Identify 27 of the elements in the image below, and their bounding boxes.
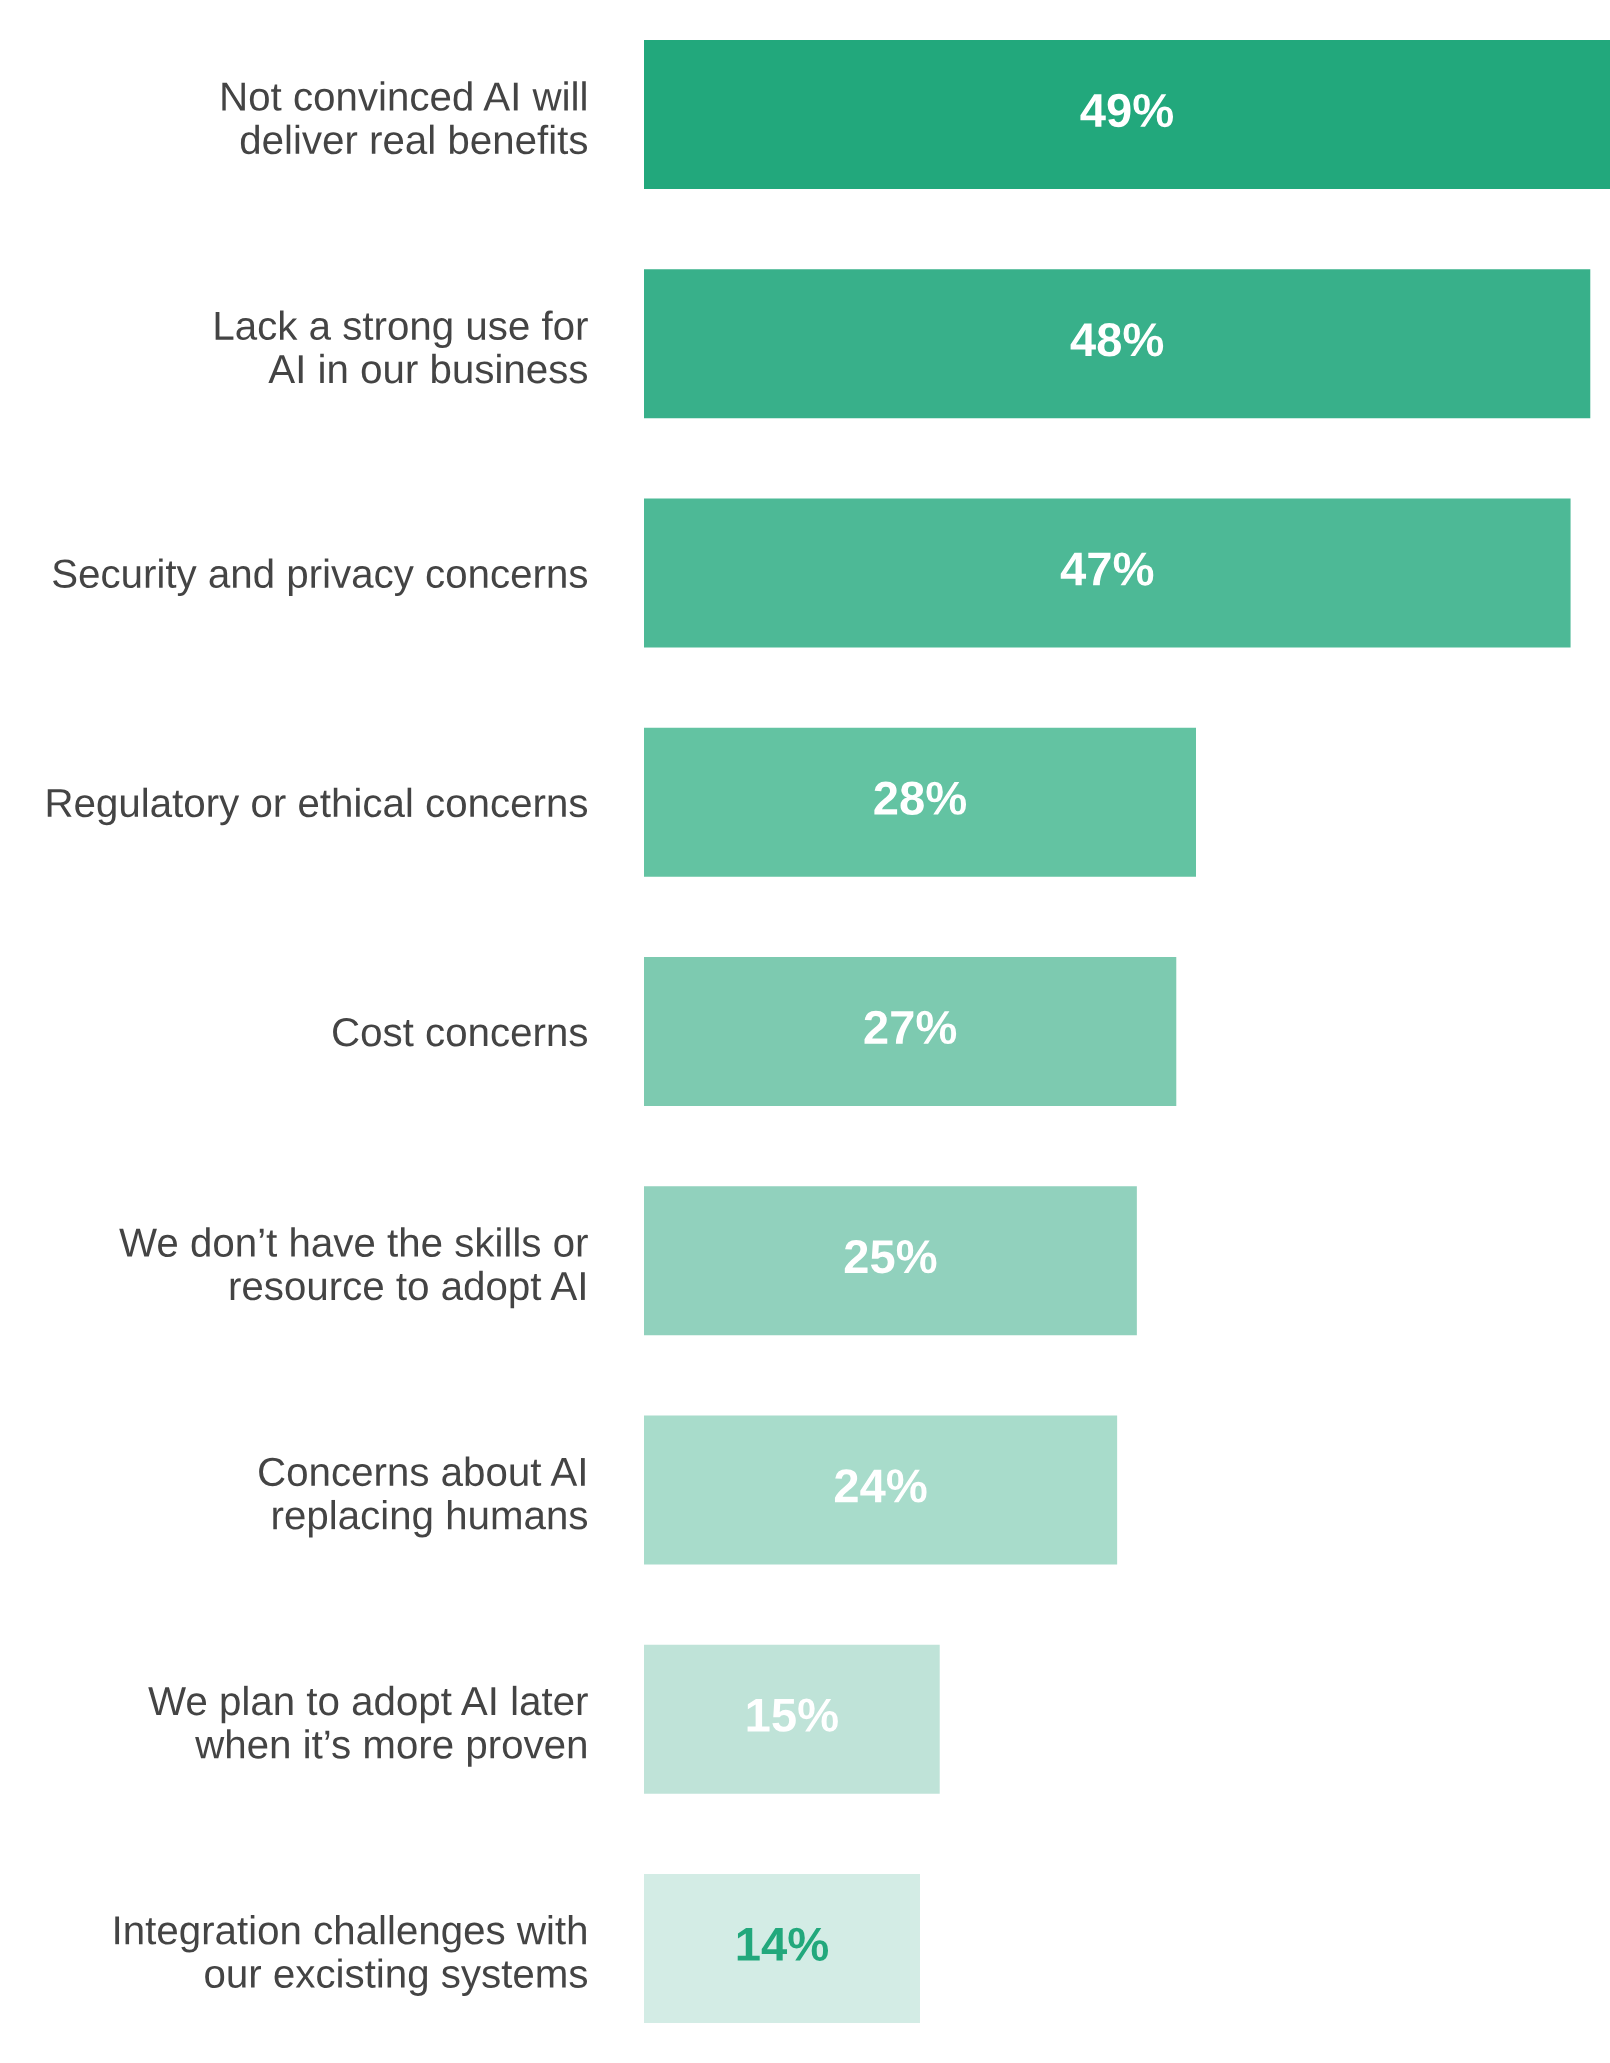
bar bbox=[644, 727, 1196, 877]
y-tick-label: Lack a strong use for AI in our business bbox=[215, 310, 588, 384]
y-tick-label: Regulatory or ethical concerns bbox=[47, 787, 588, 826]
y-tick-label: Concerns about AI replacing humans bbox=[259, 1456, 588, 1538]
data-label: 14% bbox=[737, 1927, 829, 1961]
data-label: 25% bbox=[844, 1239, 937, 1274]
bar bbox=[644, 498, 1571, 648]
data-label: 24% bbox=[834, 1469, 927, 1503]
bar bbox=[644, 40, 1610, 190]
y-tick-label: Integration challenges with our excisting systems bbox=[115, 1915, 588, 1996]
data-label: 28% bbox=[874, 781, 967, 815]
y-tick-label: We don’t have the skills or resource to adopt AI bbox=[119, 1227, 588, 1309]
data-label: 49% bbox=[1080, 93, 1174, 128]
bar bbox=[644, 1873, 920, 2023]
data-label: 48% bbox=[1070, 323, 1164, 357]
data-label: 27% bbox=[864, 1010, 957, 1045]
bar bbox=[644, 1186, 1137, 1336]
y-tick-label: We plan to adopt AI later when it’s more proven bbox=[148, 1685, 588, 1767]
y-tick-label: Security and privacy concerns bbox=[53, 558, 588, 597]
bar bbox=[644, 1415, 1118, 1565]
data-label: 47% bbox=[1060, 552, 1154, 586]
bar bbox=[644, 1644, 940, 1794]
data-label: 15% bbox=[747, 1698, 838, 1732]
bar bbox=[644, 269, 1591, 419]
bar bbox=[644, 957, 1177, 1106]
y-tick-label: Cost concerns bbox=[333, 1017, 587, 1047]
y-tick-label: Not convinced AI will deliver real benefits bbox=[222, 81, 588, 155]
